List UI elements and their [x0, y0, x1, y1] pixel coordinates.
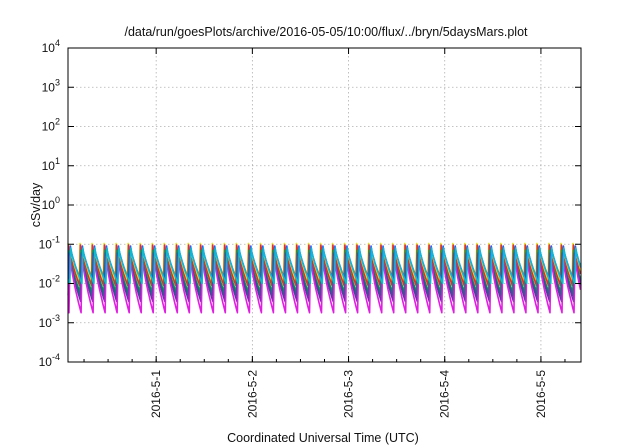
y-tick-label: 10-2: [39, 274, 60, 291]
chart-title: /data/run/goesPlots/archive/2016-05-05/1…: [124, 25, 528, 39]
y-tick-label: 103: [42, 77, 60, 94]
y-tick-label: 10-4: [39, 352, 60, 369]
y-tick-base: 10: [42, 120, 56, 134]
y-tick-base: 10: [39, 355, 53, 369]
y-tick-label: 104: [42, 38, 60, 55]
y-tick-exponent: 1: [55, 156, 60, 166]
y-tick-base: 10: [42, 159, 56, 173]
y-tick-exponent: 4: [55, 38, 60, 48]
x-tick-label: 2016-5-2: [245, 370, 259, 418]
y-tick-base: 10: [39, 316, 53, 330]
y-tick-exponent: -1: [52, 234, 60, 244]
series-line: [67, 255, 582, 314]
grid-lines: [68, 48, 581, 362]
y-tick-exponent: 2: [55, 117, 60, 127]
y-tick-label: 101: [42, 156, 60, 173]
x-tick-label: 2016-5-1: [149, 370, 163, 418]
y-tick-label: 100: [42, 195, 60, 212]
y-tick-exponent: 3: [55, 77, 60, 87]
x-tick-label: 2016-5-3: [342, 370, 356, 418]
x-axis: 2016-5-1 2016-5-2 2016-5-3 2016-5-4 2016-5-5: [83, 48, 566, 418]
y-tick-base: 10: [39, 237, 53, 251]
x-axis-label: Coordinated Universal Time (UTC): [227, 431, 419, 445]
y-tick-exponent: -2: [52, 274, 60, 284]
data-series-group: [67, 242, 582, 314]
y-tick-base: 10: [42, 198, 56, 212]
y-tick-exponent: 0: [55, 195, 60, 205]
x-tick-label: 2016-5-5: [534, 370, 548, 418]
y-tick-base: 10: [42, 41, 56, 55]
y-tick-label: 102: [42, 117, 60, 134]
series-line: [67, 247, 582, 285]
y-tick-exponent: -3: [52, 313, 60, 323]
x-tick-label: 2016-5-4: [438, 370, 452, 418]
y-tick-label: 10-1: [39, 234, 60, 251]
y-tick-base: 10: [39, 277, 53, 291]
y-tick-label: 10-3: [39, 313, 60, 330]
y-tick-exponent: -4: [52, 352, 60, 362]
y-tick-base: 10: [42, 80, 56, 94]
y-axis-label: cSv/day: [29, 182, 43, 227]
